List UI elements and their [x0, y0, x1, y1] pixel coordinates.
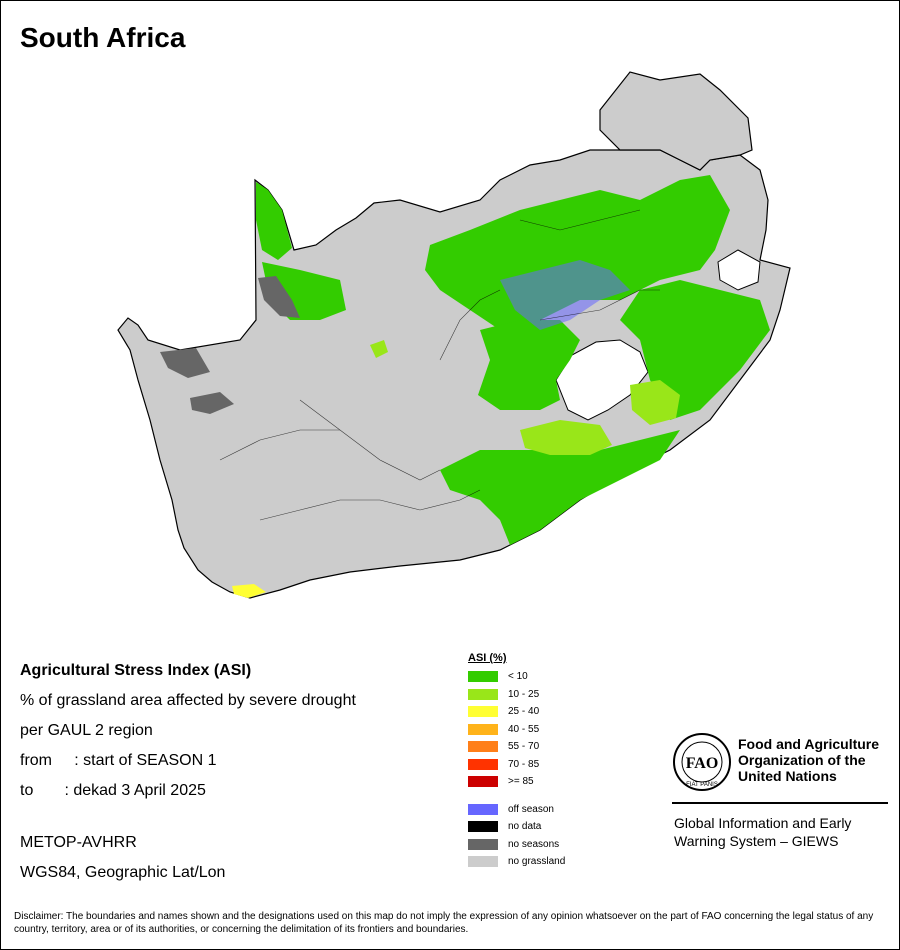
legend-class-row: < 10 [468, 668, 565, 686]
legend-class-label: 40 - 55 [508, 723, 540, 735]
legend-class-swatch [468, 776, 498, 788]
legend-class-row: 40 - 55 [468, 721, 565, 739]
asi-lt10-north [425, 175, 730, 330]
fao-logo: FAO FIAT PANIS [673, 733, 731, 791]
info-to: to : dekad 3 April 2025 [20, 782, 206, 799]
legend-class-label: 10 - 25 [508, 688, 540, 700]
legend-other-swatch [468, 838, 498, 850]
asi-25-40-cape [232, 584, 266, 598]
giews-line1: Global Information and Early [674, 815, 852, 831]
info-from: from : start of SEASON 1 [20, 752, 217, 769]
asi-10-25-southeast [520, 420, 612, 455]
map-title: South Africa [20, 22, 186, 53]
legend-other-row: no data [468, 818, 565, 836]
giews-line2: Warning System – GIEWS [674, 833, 839, 849]
legend-class-label: >= 85 [508, 776, 534, 788]
map-info: Agricultural Stress Index (ASI) % of gra… [20, 656, 356, 888]
legend-title: ASI (%) [468, 652, 507, 664]
legend-class-swatch [468, 706, 498, 718]
legend-other-label: no seasons [508, 838, 560, 850]
legend-other-row: no grassland [468, 853, 565, 871]
info-sensor: METOP-AVHRR [20, 834, 137, 851]
no-seasons-central-west [160, 348, 210, 378]
info-line1: % of grassland area affected by severe d… [20, 692, 356, 709]
eswatini [717, 249, 761, 291]
no-seasons-northwest [258, 276, 300, 318]
fao-divider [672, 802, 888, 804]
legend-class-swatch [468, 723, 498, 735]
legend-other-swatch [468, 821, 498, 833]
legend-other-label: no data [508, 821, 542, 833]
legend-class-label: 55 - 70 [508, 741, 540, 753]
asi-10-25-west [370, 340, 388, 358]
no-seasons-south-west [190, 392, 234, 414]
admin-boundaries [219, 209, 660, 521]
info-line2: per GAUL 2 region [20, 722, 153, 739]
fao-org-name: Food and Agriculture Organization of the… [738, 736, 898, 784]
legend-other: off season no data no seasons no grassland [468, 801, 565, 871]
legend-class-label: 70 - 85 [508, 758, 540, 770]
giews-name: Global Information and Early Warning Sys… [674, 814, 894, 850]
fao-org-line2: Organization of the [738, 752, 866, 768]
legend-other-row: off season [468, 801, 565, 819]
legend-class-row: 55 - 70 [468, 738, 565, 756]
legend-class-swatch [468, 758, 498, 770]
legend-class-label: < 10 [508, 671, 528, 683]
legend-class-swatch [468, 688, 498, 700]
asi-legend: ASI (%) < 10 10 - 25 25 - 40 40 - 55 55 - 70… [468, 652, 565, 871]
legend-class-row: 25 - 40 [468, 703, 565, 721]
legend-classes: < 10 10 - 25 25 - 40 40 - 55 55 - 70 70 - 85 >… [468, 668, 565, 791]
fao-block: FAO FIAT PANIS Food and Agriculture Orga… [672, 732, 888, 849]
legend-class-swatch [468, 741, 498, 753]
legend-other-swatch [468, 803, 498, 815]
fao-org-line3: United Nations [738, 768, 837, 784]
fao-org-line1: Food and Agriculture [738, 736, 880, 752]
asi-lt10-free-state [478, 320, 580, 410]
legend-other-label: off season [508, 803, 554, 815]
asi-lt10-eastern-cape [440, 430, 680, 545]
limpopo-lobe [599, 71, 753, 171]
disclaimer: Disclaimer: The boundaries and names sho… [14, 911, 874, 935]
asi-lt10-west [256, 182, 292, 260]
legend-class-row: 70 - 85 [468, 756, 565, 774]
fao-logo-text: FAO [686, 755, 719, 772]
country-map [117, 71, 791, 599]
legend-other-swatch [468, 856, 498, 868]
asi-10-25-east [630, 380, 680, 425]
off-season-patch [500, 260, 630, 330]
legend-class-row: >= 85 [468, 773, 565, 791]
info-heading: Agricultural Stress Index (ASI) [20, 662, 252, 679]
legend-other-label: no grassland [508, 856, 566, 868]
fao-logo-motto: FIAT PANIS [686, 782, 718, 788]
legend-class-swatch [468, 671, 498, 683]
legend-class-label: 25 - 40 [508, 706, 540, 718]
legend-class-row: 10 - 25 [468, 686, 565, 704]
info-projection: WGS84, Geographic Lat/Lon [20, 864, 226, 881]
legend-other-row: no seasons [468, 836, 565, 854]
